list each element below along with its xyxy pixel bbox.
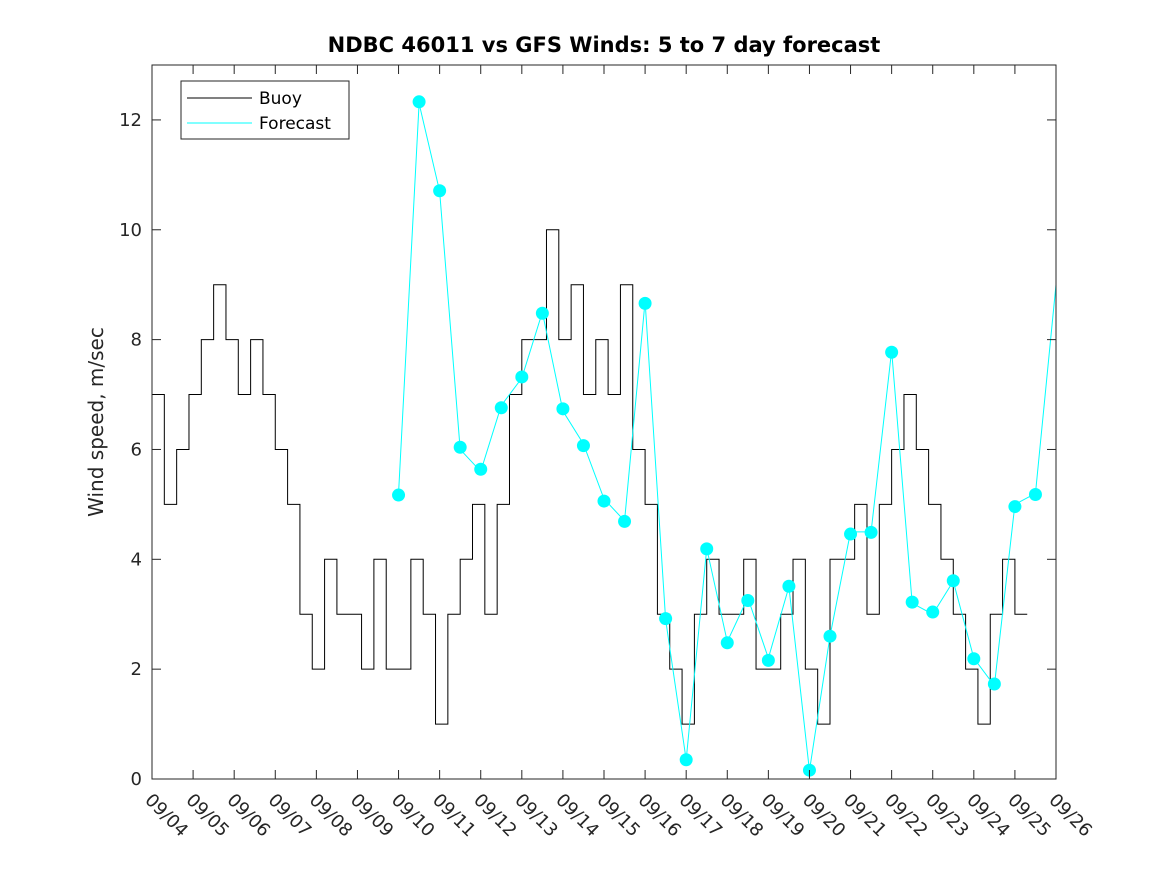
forecast-marker <box>412 95 426 109</box>
forecast-marker <box>926 605 940 619</box>
forecast-marker <box>844 527 858 541</box>
y-ticks: 0 2 4 6 8 10 12 <box>119 110 1056 790</box>
forecast-marker <box>556 402 570 416</box>
legend: Buoy Forecast <box>180 80 350 140</box>
forecast-marker <box>782 579 796 593</box>
buoy-series <box>152 229 1028 725</box>
forecast-marker <box>659 612 673 626</box>
forecast-marker <box>597 494 611 508</box>
forecast-marker <box>967 652 981 666</box>
y-tick-label: 8 <box>131 330 142 351</box>
legend-forecast-label: Forecast <box>259 114 331 134</box>
plot-area <box>152 65 1056 779</box>
forecast-marker <box>700 542 714 556</box>
forecast-marker <box>946 574 960 588</box>
forecast-marker <box>638 296 652 310</box>
y-tick-label: 2 <box>131 659 142 680</box>
forecast-marker <box>392 488 406 502</box>
forecast-marker <box>905 595 919 609</box>
forecast-marker <box>1028 487 1042 501</box>
forecast-markers <box>392 95 1042 777</box>
forecast-marker <box>1008 500 1022 514</box>
y-tick-label: 0 <box>131 769 142 790</box>
buoy-line <box>152 229 1028 725</box>
forecast-marker <box>741 594 755 607</box>
forecast-marker <box>720 636 734 650</box>
forecast-marker <box>864 525 878 539</box>
forecast-marker <box>761 653 775 667</box>
forecast-marker <box>433 184 447 198</box>
forecast-marker <box>618 514 632 528</box>
forecast-marker <box>535 306 549 320</box>
y-tick-label: 12 <box>119 110 142 131</box>
y-tick-label: 6 <box>131 439 142 460</box>
legend-buoy-label: Buoy <box>259 89 302 109</box>
forecast-marker <box>823 629 837 643</box>
forecast-marker <box>679 753 693 767</box>
forecast-marker <box>576 439 590 453</box>
y-axis-label: Wind speed, m/sec <box>84 327 108 517</box>
forecast-marker <box>515 370 529 384</box>
forecast-marker <box>474 462 488 476</box>
y-tick-label: 4 <box>131 549 142 570</box>
forecast-marker <box>885 345 899 359</box>
forecast-marker <box>987 677 1001 691</box>
forecast-marker <box>494 401 508 415</box>
forecast-marker <box>453 440 467 454</box>
chart-title: NDBC 46011 vs GFS Winds: 5 to 7 day fore… <box>328 33 881 57</box>
y-tick-label: 10 <box>119 220 142 241</box>
